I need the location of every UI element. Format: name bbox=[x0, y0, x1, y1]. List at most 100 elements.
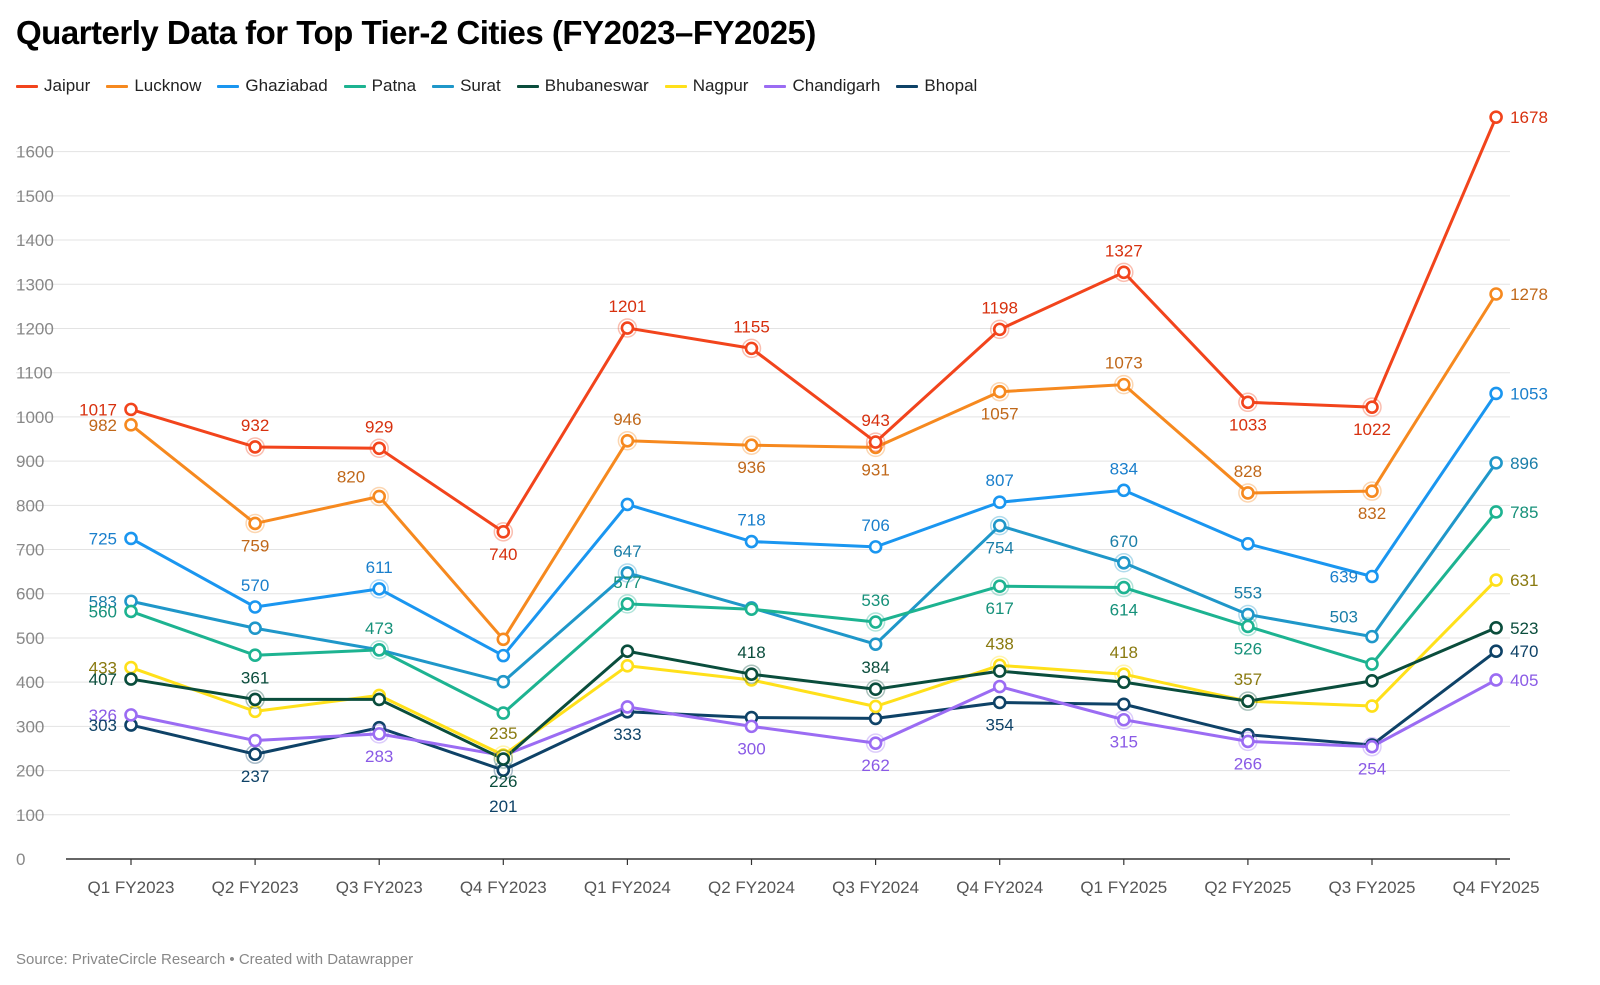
point-halo bbox=[369, 438, 389, 459]
data-label: 820 bbox=[337, 467, 365, 486]
point-halo bbox=[1238, 483, 1258, 503]
data-point bbox=[1117, 712, 1131, 727]
data-label: 1155 bbox=[733, 317, 770, 336]
data-point bbox=[1117, 265, 1131, 280]
data-point bbox=[620, 497, 635, 512]
data-label: 631 bbox=[1510, 571, 1538, 590]
data-point bbox=[868, 699, 883, 714]
x-tick-label: Q1 FY2025 bbox=[1080, 878, 1167, 897]
data-label: 1022 bbox=[1353, 420, 1391, 439]
data-point bbox=[620, 566, 635, 580]
series-line bbox=[129, 678, 1498, 758]
series-line bbox=[129, 578, 1498, 757]
source-footer: Source: PrivateCircle Research • Created… bbox=[16, 951, 414, 968]
data-label: 931 bbox=[861, 460, 889, 479]
data-point bbox=[372, 489, 387, 504]
legend-label: Bhubaneswar bbox=[544, 76, 649, 95]
data-label: 929 bbox=[365, 417, 393, 436]
point-halo bbox=[741, 435, 762, 455]
y-tick-label: 500 bbox=[16, 629, 44, 648]
x-tick-label: Q3 FY2023 bbox=[336, 878, 423, 897]
data-label: 1017 bbox=[79, 400, 117, 419]
data-point bbox=[124, 604, 138, 619]
data-point bbox=[1489, 386, 1503, 401]
data-label: 315 bbox=[1110, 733, 1138, 752]
series-lucknow bbox=[129, 292, 1498, 641]
data-point bbox=[744, 667, 759, 682]
x-tick-label: Q3 FY2024 bbox=[832, 878, 919, 897]
data-label: 828 bbox=[1234, 462, 1262, 481]
data-point bbox=[496, 632, 511, 647]
data-label: 982 bbox=[89, 416, 117, 435]
legend-label: Patna bbox=[371, 76, 417, 95]
point-halo bbox=[1238, 691, 1258, 711]
data-point bbox=[248, 440, 262, 454]
data-label: 936 bbox=[737, 458, 765, 477]
point-halo bbox=[865, 612, 886, 632]
point-halo bbox=[369, 640, 389, 660]
legend-swatch bbox=[764, 84, 787, 88]
point-halo bbox=[865, 432, 886, 452]
data-label: 1198 bbox=[981, 298, 1018, 317]
data-point bbox=[620, 700, 635, 714]
data-point bbox=[1117, 580, 1131, 595]
data-point bbox=[1365, 739, 1379, 754]
point-halo bbox=[989, 515, 1010, 536]
point-halo bbox=[1114, 709, 1134, 730]
x-tick-label: Q1 FY2023 bbox=[88, 878, 175, 897]
data-label: 807 bbox=[986, 471, 1014, 490]
points-bhubaneswar bbox=[124, 620, 1503, 769]
data-label: 418 bbox=[1110, 643, 1138, 662]
data-point bbox=[744, 602, 759, 617]
y-tick-label: 1400 bbox=[16, 231, 54, 250]
data-label: 560 bbox=[89, 602, 117, 621]
series-nagpur bbox=[129, 578, 1498, 757]
legend-item-nagpur: Nagpur bbox=[664, 76, 748, 96]
series-line bbox=[129, 391, 1498, 658]
points-lucknow bbox=[124, 287, 1503, 647]
data-label: 706 bbox=[861, 516, 889, 535]
data-point bbox=[1117, 697, 1131, 712]
x-tick-label: Q4 FY2023 bbox=[460, 878, 547, 897]
legend-label: Bhopal bbox=[924, 76, 978, 95]
y-tick-label: 100 bbox=[16, 806, 44, 825]
legend-item-chandigarh: Chandigarh bbox=[764, 76, 880, 96]
data-label: 433 bbox=[89, 659, 117, 678]
data-label: 361 bbox=[241, 668, 269, 687]
y-gridlines: 0 100 200 300 400 500 600 700 800 900 1000 1100 1200… bbox=[16, 143, 1510, 869]
points-jaipur bbox=[124, 110, 1503, 542]
legend-swatch bbox=[896, 84, 919, 88]
data-label: 553 bbox=[1234, 584, 1262, 603]
data-labels: 1017 932 929 740 1201 1155 943 1198 1327 1033 1022… bbox=[79, 108, 1548, 816]
x-tick-label: Q2 FY2024 bbox=[708, 878, 795, 897]
data-label: 300 bbox=[737, 739, 765, 758]
data-point bbox=[620, 433, 635, 448]
point-halo bbox=[989, 576, 1010, 596]
legend-swatch bbox=[343, 84, 366, 88]
data-label: 834 bbox=[1110, 459, 1138, 478]
legend-item-lucknow: Lucknow bbox=[106, 76, 201, 96]
data-point bbox=[992, 579, 1007, 594]
point-halo bbox=[369, 579, 389, 599]
data-point bbox=[248, 516, 262, 531]
data-point bbox=[992, 384, 1007, 399]
data-label: 943 bbox=[861, 411, 889, 430]
data-point bbox=[372, 582, 387, 596]
data-label: 647 bbox=[613, 542, 641, 561]
point-halo bbox=[989, 319, 1010, 340]
x-tick-label: Q2 FY2023 bbox=[212, 878, 299, 897]
legend-label: Lucknow bbox=[134, 76, 202, 95]
point-halo bbox=[865, 679, 886, 699]
data-label: 254 bbox=[1358, 760, 1386, 779]
data-point bbox=[248, 621, 262, 636]
x-tick-label: Q4 FY2025 bbox=[1453, 878, 1540, 897]
y-tick-label: 1500 bbox=[16, 187, 54, 206]
data-point bbox=[744, 534, 759, 549]
legend-item-bhopal: Bhopal bbox=[896, 76, 977, 96]
data-label: 333 bbox=[613, 725, 641, 744]
series-line bbox=[129, 115, 1498, 534]
point-halo bbox=[369, 486, 389, 507]
data-point bbox=[372, 441, 387, 456]
point-halo bbox=[1114, 262, 1134, 283]
data-point bbox=[496, 706, 511, 720]
